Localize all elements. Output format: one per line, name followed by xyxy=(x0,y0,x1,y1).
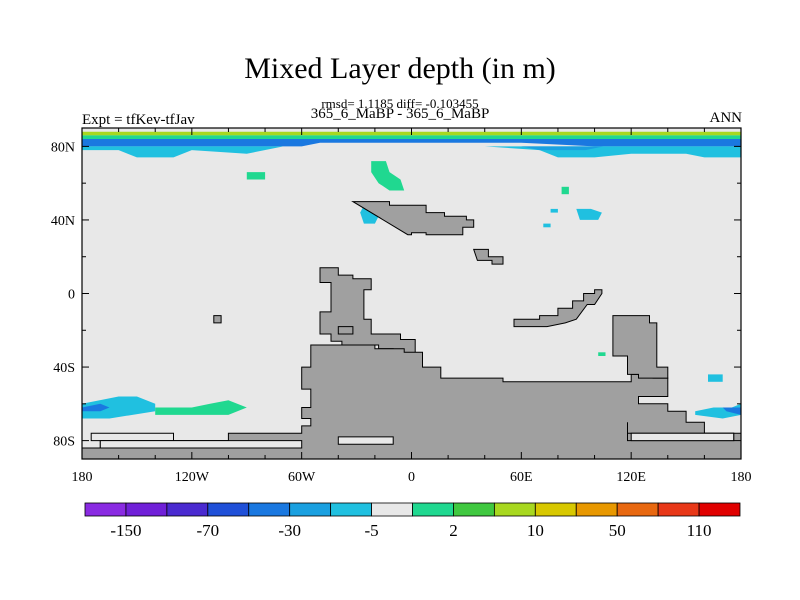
colorbar-label: -150 xyxy=(110,521,141,540)
colorbar-swatch xyxy=(125,502,168,517)
colorbar-label: 50 xyxy=(609,521,626,540)
colorbar-label: 110 xyxy=(687,521,712,540)
anomaly-cyan-patch-south-east xyxy=(695,403,741,419)
x-tick-label: 60W xyxy=(288,470,316,485)
land-small-island-south xyxy=(213,315,222,324)
anomaly-blue-patch-south-west xyxy=(82,403,110,412)
colorbar-label: 2 xyxy=(449,521,458,540)
colorbar-label: 10 xyxy=(527,521,544,540)
colorbar-swatch xyxy=(698,502,741,517)
land-north-america xyxy=(351,201,475,236)
experiment-label: Expt = tfKev-tfJav xyxy=(82,112,195,128)
colorbar-swatch xyxy=(289,502,332,517)
anomaly-cyan-patch-east xyxy=(576,208,602,220)
colorbar-swatch xyxy=(84,502,127,517)
anomaly-green-dot-south xyxy=(598,352,606,356)
x-tick-label: 60E xyxy=(510,470,533,485)
x-tick-label: 120E xyxy=(616,470,646,485)
y-tick-label: 40S xyxy=(53,361,75,376)
x-tick-label: 120W xyxy=(175,470,210,485)
colorbar-label: -70 xyxy=(196,521,219,540)
water-antarctic-inlet-east xyxy=(99,440,303,449)
colorbar-swatch xyxy=(534,502,577,517)
y-tick-label: 80S xyxy=(53,435,75,450)
anomaly-blue-patch-south-east xyxy=(722,407,741,415)
anomaly-green-patch-south xyxy=(155,400,247,415)
colorbar-swatch xyxy=(248,502,291,517)
colorbar-swatch xyxy=(616,502,659,517)
water-antarctic-inlet-mid xyxy=(337,436,394,445)
water-antarctic-inlet-west xyxy=(90,432,174,442)
anomaly-cyan-patch-south-east-2 xyxy=(708,374,723,382)
land-africa-ridge xyxy=(612,315,669,379)
colorbar-swatch xyxy=(657,502,700,517)
colorbar-swatch xyxy=(207,502,250,517)
land-small-island-north xyxy=(473,248,504,265)
colorbar-swatch xyxy=(412,502,454,517)
colorbar-swatch xyxy=(330,502,372,517)
colorbar-swatch xyxy=(453,502,495,517)
water-antarctic-inlet-sector xyxy=(630,432,735,442)
anomaly-cyan-dot-east-1 xyxy=(550,208,558,213)
anomaly-green-dot-east xyxy=(561,186,569,195)
anomaly-arctic-band-3 xyxy=(82,139,741,147)
colorbar-label: -5 xyxy=(364,521,378,540)
anomaly-arctic-blue-east xyxy=(521,146,604,151)
land-eastern-arm xyxy=(513,289,603,328)
land-small-island-west xyxy=(337,326,354,335)
chart-subtitle: 365_6_MaBP - 365_6_MaBP xyxy=(310,106,490,122)
rmsd-line: rmsd= 1.1185 diff= -0.103455 xyxy=(321,96,479,111)
y-tick-label: 0 xyxy=(68,288,75,303)
x-tick-label: 180 xyxy=(731,470,752,485)
y-tick-label: 40N xyxy=(51,214,75,229)
x-tick-label: 180 xyxy=(72,470,93,485)
colorbar-swatch xyxy=(166,502,209,517)
y-tick-label: 80N xyxy=(51,140,75,155)
anomaly-green-dot-west xyxy=(246,172,266,180)
anomaly-green-patch-north xyxy=(371,161,405,191)
colorbar-swatch xyxy=(371,502,413,517)
anomaly-cyan-patch-south-west xyxy=(82,396,156,419)
land-central-continent xyxy=(82,344,741,459)
anomaly-cyan-dot-east-2 xyxy=(543,223,551,228)
chart-title: Mixed Layer depth (in m) xyxy=(244,52,556,85)
colorbar-swatch xyxy=(575,502,618,517)
anomaly-arctic-cyan-west xyxy=(82,146,284,158)
x-tick-label: 0 xyxy=(408,470,415,485)
colorbar-label: -30 xyxy=(278,521,301,540)
anomaly-arctic-band-2 xyxy=(82,135,741,139)
map-layers xyxy=(82,131,741,459)
colorbar-swatch xyxy=(493,502,536,517)
season-label: ANN xyxy=(709,110,743,126)
